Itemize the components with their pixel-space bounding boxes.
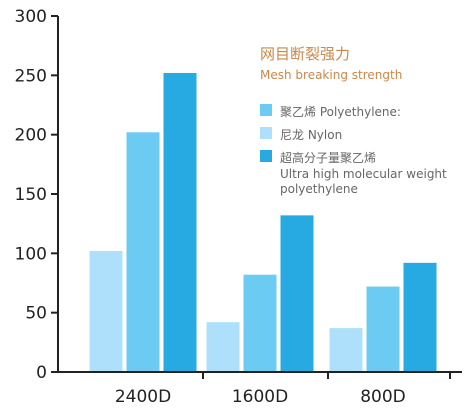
y-tick-label: 200 bbox=[15, 126, 47, 146]
bar bbox=[403, 262, 437, 371]
bar bbox=[163, 72, 197, 372]
legend-label: 聚乙烯 Polyethylene: bbox=[280, 105, 401, 119]
x-category-label: 1600D bbox=[232, 387, 288, 407]
y-tick-label: 250 bbox=[15, 66, 47, 86]
legend-label: 尼龙 Nylon bbox=[280, 128, 342, 142]
bar bbox=[206, 322, 240, 371]
legend-sublabel: Ultra high molecular weight bbox=[280, 167, 447, 181]
y-tick-label: 150 bbox=[15, 185, 47, 205]
legend-swatch bbox=[260, 127, 272, 139]
x-category-label: 800D bbox=[360, 387, 406, 407]
y-tick-label: 0 bbox=[36, 363, 47, 383]
bar bbox=[280, 215, 314, 371]
chart-bars bbox=[89, 72, 437, 372]
legend-sublabel: polyethylene bbox=[280, 182, 358, 196]
y-tick-label: 50 bbox=[25, 304, 47, 324]
x-category-label: 2400D bbox=[115, 387, 171, 407]
y-tick-labels: 0 50 100 150 200 250 300 bbox=[15, 7, 47, 383]
bar bbox=[126, 132, 160, 371]
bar bbox=[89, 250, 123, 371]
bar bbox=[329, 328, 363, 371]
x-category-labels: 2400D 1600D 800D bbox=[115, 387, 406, 407]
legend-swatch bbox=[260, 150, 272, 162]
legend-swatch bbox=[260, 104, 272, 116]
chart-subtitle: Mesh breaking strength bbox=[260, 68, 402, 82]
chart-legend: 网目断裂强力 Mesh breaking strength 聚乙烯 Polyet… bbox=[260, 45, 447, 196]
bar bbox=[243, 274, 277, 371]
chart-axes bbox=[51, 15, 462, 379]
y-tick-label: 300 bbox=[15, 7, 47, 27]
bar bbox=[366, 286, 400, 371]
legend-label: 超高分子量聚乙烯 bbox=[280, 150, 376, 165]
y-tick-label: 100 bbox=[15, 244, 47, 264]
chart-title: 网目断裂强力 bbox=[260, 45, 350, 63]
